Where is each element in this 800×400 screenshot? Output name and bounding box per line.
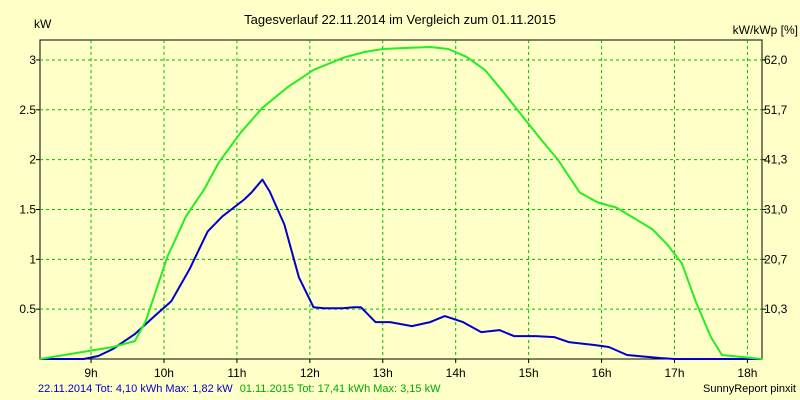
x-tick-label: 16h — [592, 366, 612, 380]
y-tick-label-right: 41,3 — [764, 153, 788, 167]
footer-credit: SunnyReport pinxit — [703, 383, 796, 395]
footer-summary: 22.11.2014 Tot: 4,10 kWh Max: 1,82 kW 01… — [38, 383, 441, 395]
x-tick-label: 10h — [154, 366, 174, 380]
y-tick-label-right: 51,7 — [764, 103, 788, 117]
series-lines — [39, 46, 763, 360]
y-tick-label-right: 31,0 — [764, 202, 788, 216]
y-tick-label-left: 1 — [29, 252, 36, 266]
y-tick-label-right: 20,7 — [764, 252, 788, 266]
plot-area — [39, 39, 763, 360]
x-tick-label: 13h — [373, 366, 393, 380]
series1-summary: 22.11.2014 Tot: 4,10 kWh Max: 1,82 kW — [38, 383, 233, 395]
x-tick-label: 9h — [84, 366, 97, 380]
series2-summary: 01.11.2015 Tot: 17,41 kWh Max: 3,15 kW — [240, 383, 441, 395]
y-tick-label-right: 62,0 — [764, 53, 788, 67]
x-tick-label: 15h — [519, 366, 539, 380]
y-tick-label-right: 10,3 — [764, 302, 788, 316]
left-y-axis: 0.5 1 1.5 2 2.5 3 — [19, 53, 40, 316]
series-line-1 — [40, 178, 762, 360]
right-axis-unit: kW/kWp [%] — [733, 23, 798, 37]
grid — [40, 40, 762, 359]
x-tick-label: 12h — [300, 366, 320, 380]
x-axis: 9h 10h 11h 12h 13h 14h 15h 16h 17h 18h — [84, 359, 757, 380]
x-tick-label: 11h — [227, 366, 246, 380]
x-tick-label: 17h — [664, 366, 684, 380]
y-tick-label-left: 1.5 — [19, 202, 36, 216]
chart-title: Tagesverlauf 22.11.2014 im Vergleich zum… — [244, 12, 556, 27]
y-tick-label-left: 3 — [29, 53, 36, 67]
x-tick-label: 14h — [446, 366, 466, 380]
x-tick-label: 18h — [737, 366, 757, 380]
right-y-axis: 10,3 20,7 31,0 41,3 51,7 62,0 — [762, 53, 788, 316]
series-line-2 — [39, 46, 763, 360]
y-tick-label-left: 2 — [29, 153, 36, 167]
left-axis-unit: kW — [34, 17, 52, 31]
y-tick-label-left: 0.5 — [19, 302, 36, 316]
y-tick-label-left: 2.5 — [19, 103, 36, 117]
